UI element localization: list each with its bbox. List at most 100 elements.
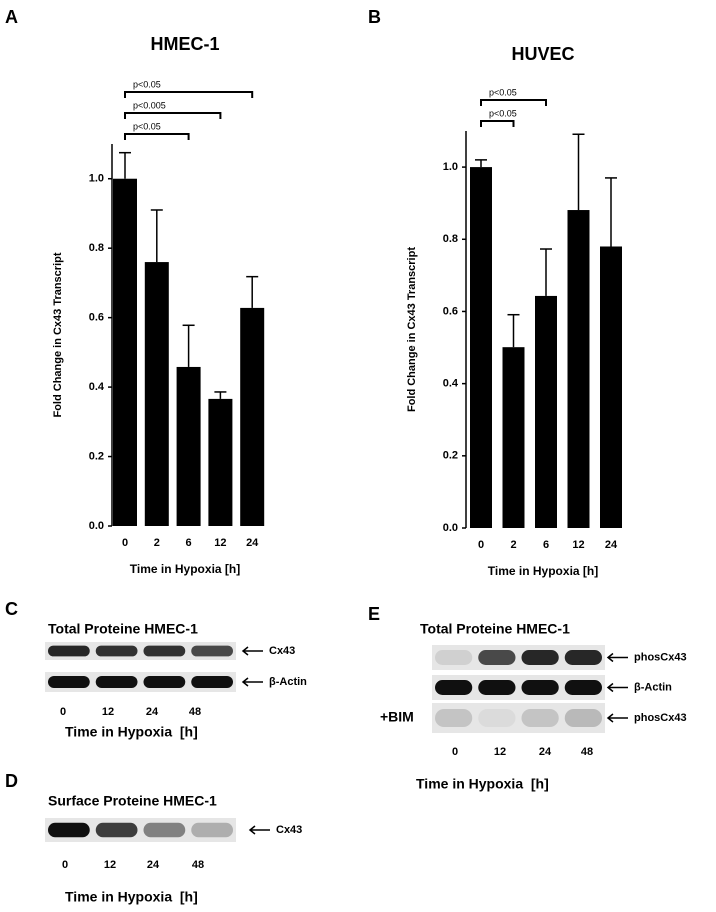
error-bar bbox=[540, 248, 552, 296]
error-bar bbox=[182, 324, 195, 367]
blot-band bbox=[435, 709, 473, 727]
blot-band bbox=[191, 676, 233, 688]
x-tick-label: 2 bbox=[510, 539, 516, 551]
blot-title: Total Proteine HMEC-1 bbox=[420, 621, 570, 637]
bar bbox=[535, 295, 557, 528]
y-tick-label: 0.6 bbox=[89, 312, 104, 324]
arrow bbox=[248, 825, 270, 835]
x-axis-label: Time in Hypoxia [h] bbox=[416, 776, 549, 792]
error-bar bbox=[605, 177, 617, 247]
blot-band bbox=[143, 822, 186, 838]
lane-label: 48 bbox=[189, 706, 201, 718]
blot-background bbox=[45, 672, 236, 692]
significance-bracket bbox=[480, 120, 515, 127]
lane-label: 0 bbox=[62, 859, 68, 871]
row-label: Cx43 bbox=[276, 824, 302, 836]
lane-label: 48 bbox=[581, 746, 593, 758]
blot-band bbox=[564, 680, 602, 695]
y-axis-label: Fold Change in Cx43 Transcript bbox=[406, 247, 418, 412]
blot-band bbox=[478, 680, 516, 695]
bar bbox=[567, 210, 590, 528]
blot-band bbox=[564, 709, 602, 727]
blot-band bbox=[95, 645, 138, 657]
blot-band bbox=[435, 680, 473, 695]
blot-band bbox=[564, 650, 602, 665]
y-axis-label: Fold Change in Cx43 Transcript bbox=[52, 252, 64, 417]
error-bar bbox=[214, 391, 227, 399]
bar bbox=[113, 178, 137, 526]
panel-letter: B bbox=[368, 7, 381, 27]
bar bbox=[208, 398, 233, 526]
blot-background bbox=[45, 642, 236, 660]
x-tick-label: 6 bbox=[186, 537, 192, 549]
error-bar bbox=[119, 151, 131, 179]
blot-band bbox=[521, 680, 559, 695]
blot-band bbox=[143, 645, 186, 657]
error-bar bbox=[246, 275, 259, 308]
error-bar bbox=[572, 133, 585, 211]
significance-label: p<0.005 bbox=[133, 100, 166, 110]
blot-band bbox=[48, 822, 90, 838]
y-tick-label: 0.2 bbox=[89, 450, 104, 462]
arrow bbox=[241, 677, 263, 687]
significance-label: p<0.05 bbox=[133, 79, 161, 89]
y-tick-label: 0.0 bbox=[443, 522, 458, 534]
x-axis-label: Time in Hypoxia [h] bbox=[130, 562, 240, 576]
panel-letter: D bbox=[5, 771, 18, 791]
row-condition: +BIM bbox=[380, 709, 414, 725]
blot-band bbox=[435, 650, 473, 665]
row-label: Cx43 bbox=[269, 645, 295, 657]
y-tick-label: 0.8 bbox=[89, 242, 104, 254]
bar bbox=[502, 347, 525, 528]
lane-label: 48 bbox=[192, 859, 204, 871]
arrow bbox=[606, 652, 628, 663]
panel-letter: A bbox=[5, 7, 18, 27]
blot-title: Surface Proteine HMEC-1 bbox=[48, 793, 217, 809]
row-label: phosCx43 bbox=[634, 712, 687, 724]
row-label: β-Actin bbox=[269, 676, 307, 688]
chart-title: HMEC-1 bbox=[150, 34, 219, 54]
x-tick-label: 6 bbox=[543, 539, 549, 551]
x-axis-label: Time in Hypoxia [h] bbox=[65, 724, 198, 740]
significance-label: p<0.05 bbox=[489, 87, 517, 97]
y-tick-label: 1.0 bbox=[443, 161, 458, 173]
bar bbox=[176, 366, 201, 526]
blot-band bbox=[521, 650, 559, 665]
arrow bbox=[606, 713, 628, 723]
error-bar bbox=[475, 159, 487, 168]
x-tick-label: 2 bbox=[154, 537, 160, 549]
y-tick-label: 0.2 bbox=[443, 450, 458, 462]
x-axis-label: Time in Hypoxia [h] bbox=[488, 564, 598, 578]
lane-label: 12 bbox=[102, 706, 114, 718]
y-tick-label: 0.0 bbox=[89, 520, 104, 532]
panel-letter: E bbox=[368, 604, 380, 624]
blot-band bbox=[191, 822, 233, 838]
x-tick-label: 0 bbox=[122, 537, 128, 549]
significance-label: p<0.05 bbox=[133, 121, 161, 131]
lane-label: 12 bbox=[104, 859, 116, 871]
bar bbox=[600, 246, 622, 528]
significance-bracket bbox=[124, 91, 254, 98]
chart-title: HUVEC bbox=[511, 44, 574, 64]
x-tick-label: 0 bbox=[478, 539, 484, 551]
lane-label: 24 bbox=[146, 706, 159, 718]
blot-band bbox=[191, 645, 233, 657]
significance-bracket bbox=[480, 99, 547, 106]
x-tick-label: 24 bbox=[605, 539, 618, 551]
row-label: β-Actin bbox=[634, 681, 672, 693]
blot-band bbox=[521, 709, 559, 727]
lane-label: 0 bbox=[452, 746, 458, 758]
y-tick-label: 0.8 bbox=[443, 233, 458, 245]
y-tick-label: 1.0 bbox=[89, 173, 104, 185]
bar bbox=[144, 262, 169, 526]
arrow bbox=[241, 646, 263, 656]
blot-band bbox=[95, 822, 138, 838]
blot-band bbox=[48, 645, 90, 657]
error-bar bbox=[150, 209, 163, 263]
row-label: phosCx43 bbox=[634, 651, 687, 663]
blot-band bbox=[478, 709, 516, 727]
blot-band bbox=[48, 676, 90, 688]
bar bbox=[470, 167, 492, 528]
blot-title: Total Proteine HMEC-1 bbox=[48, 621, 198, 637]
